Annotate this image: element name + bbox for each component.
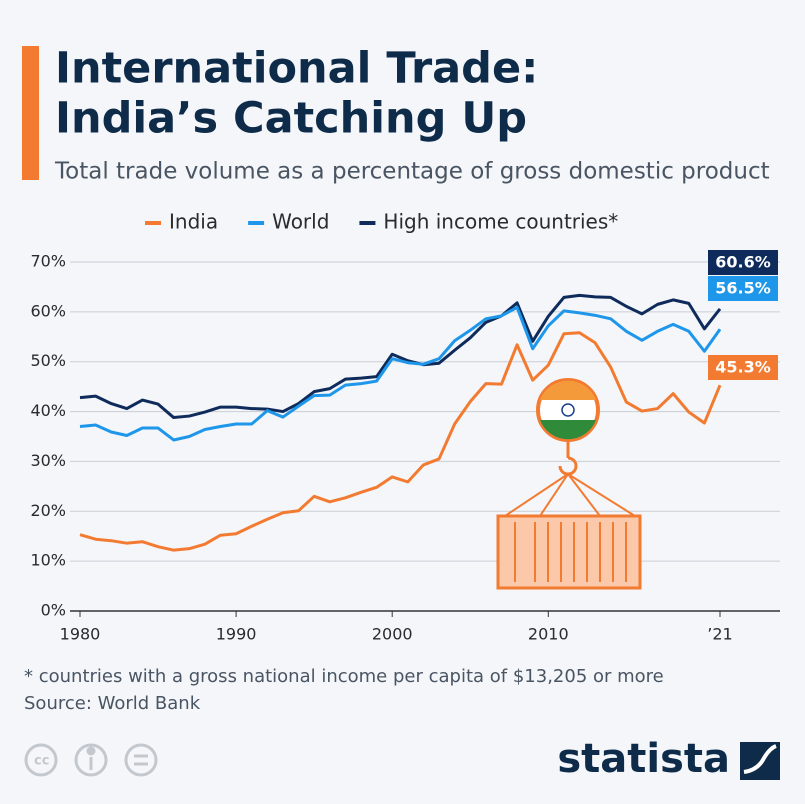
end-label-box <box>708 250 778 275</box>
legend: India World High income countries* <box>145 210 618 234</box>
source: Source: World Bank <box>24 693 201 714</box>
legend-label: High income countries* <box>383 210 618 234</box>
footnote: * countries with a gross national income… <box>24 666 664 687</box>
brand-mark <box>743 744 777 774</box>
chart-title: International Trade: <box>55 44 538 94</box>
end-label: 60.6% <box>715 253 771 272</box>
x-tick-label: 1980 <box>60 625 101 644</box>
x-tick-label: 2010 <box>528 625 569 644</box>
end-label: 45.3% <box>715 358 771 377</box>
x-tick-label: 2000 <box>372 625 413 644</box>
legend-label: India <box>169 210 218 234</box>
brand-logo: statista <box>557 736 730 782</box>
illustration <box>496 378 642 590</box>
y-tick-label: 10% <box>30 551 66 570</box>
x-tick-label: ’21 <box>707 625 732 644</box>
y-tick-label: 40% <box>30 401 66 420</box>
license-icons <box>24 743 158 777</box>
y-tick-label: 0% <box>41 601 66 620</box>
end-label-box <box>708 355 778 380</box>
chart-title: India’s Catching Up <box>55 94 527 144</box>
end-label-box <box>708 276 778 301</box>
y-tick-label: 50% <box>30 351 66 370</box>
y-tick-label: 70% <box>30 252 66 271</box>
y-tick-label: 20% <box>30 501 66 520</box>
x-tick-label: 1990 <box>216 625 257 644</box>
y-tick-label: 30% <box>30 451 66 470</box>
line-series <box>79 293 722 420</box>
plot: 0% 10% 20% 30% 40% 50% 60% 70% 1980 1990 2000 2010 ’… <box>30 250 780 644</box>
line-series <box>79 305 722 442</box>
line-series <box>79 331 722 552</box>
cc-icon: cc <box>34 754 49 769</box>
accent-bar <box>22 46 39 180</box>
y-tick-label: 60% <box>30 301 66 320</box>
legend-label: World <box>272 210 329 234</box>
chart-subtitle: Total trade volume as a percentage of gr… <box>54 159 770 185</box>
end-label: 56.5% <box>715 279 771 298</box>
